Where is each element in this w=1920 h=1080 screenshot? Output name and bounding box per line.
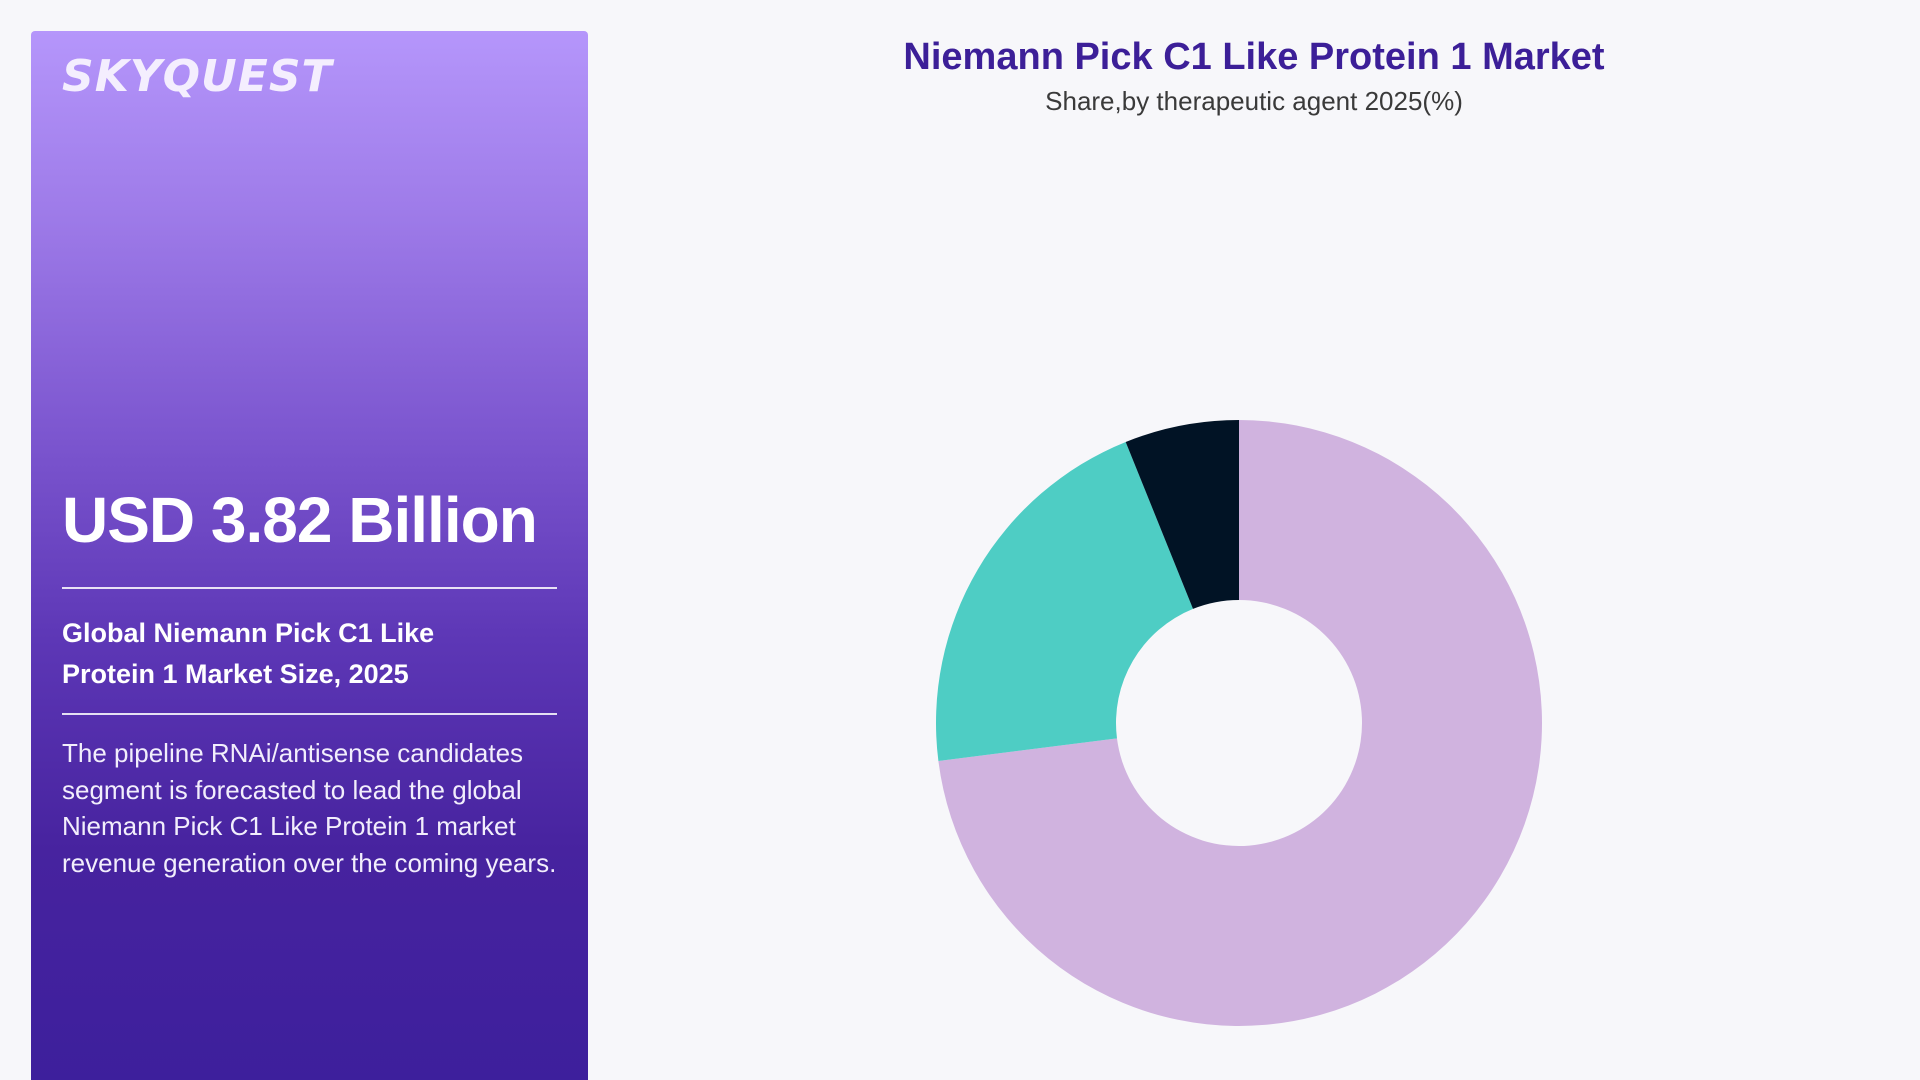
market-size-caption: Global Niemann Pick C1 Like Protein 1 Ma…	[62, 618, 435, 689]
summary-panel: SKYQUEST USD 3.82 Billion Global Niemann…	[31, 31, 588, 1080]
skyquest-logo: SKYQUEST	[62, 51, 333, 102]
donut-slice-1	[938, 420, 1542, 1027]
donut-slice-2	[936, 441, 1194, 761]
divider	[62, 587, 557, 589]
market-size-value: USD 3.82 Billion	[62, 484, 538, 556]
divider	[62, 713, 557, 715]
donut-slices	[936, 420, 1542, 1027]
chart-subtitle: Share,by therapeutic agent 2025(%)	[1045, 86, 1463, 116]
donut-slice-3	[1125, 420, 1239, 609]
chart-title: Niemann Pick C1 Like Protein 1 Market	[903, 36, 1605, 78]
segment-description: The pipeline RNAi/antisense candidates s…	[62, 738, 557, 878]
